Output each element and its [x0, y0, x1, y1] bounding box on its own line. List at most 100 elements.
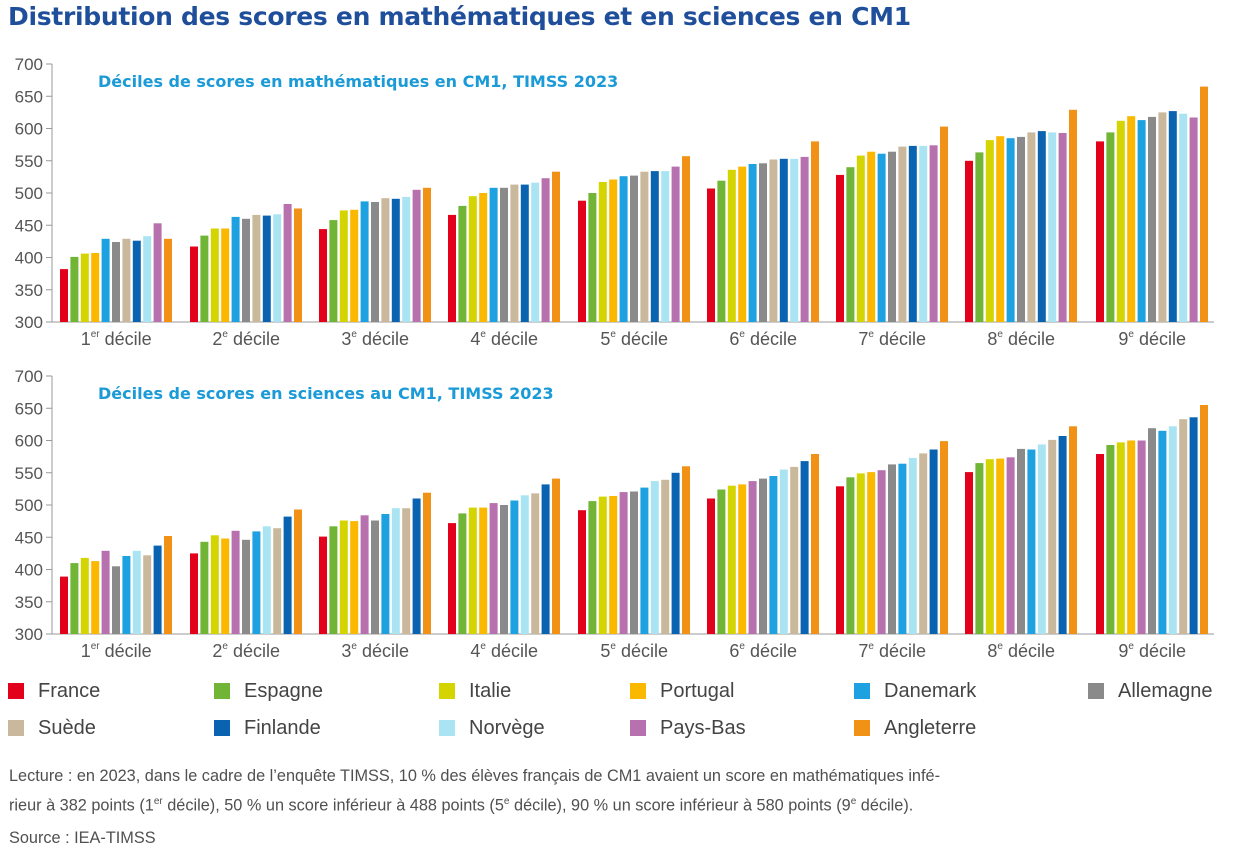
bar-danemark-1: [122, 556, 131, 634]
bar-espagne-4: [458, 513, 467, 634]
bar-norvge-5: [661, 171, 670, 322]
bar-paysbas-3: [360, 515, 369, 634]
bar-allemagne-8: [1017, 448, 1025, 634]
bar-angleterre-6: [811, 141, 819, 322]
bar-danemark-2: [252, 531, 261, 634]
y-tick-label: 550: [15, 464, 43, 483]
y-tick-label: 450: [15, 216, 43, 235]
bar-espagne-3: [329, 526, 338, 634]
bar-sude-6: [790, 466, 799, 634]
bar-paysbas-7: [929, 145, 938, 322]
bar-danemark-5: [619, 176, 628, 322]
bar-allemagne-9: [1148, 116, 1156, 323]
bar-espagne-9: [1106, 132, 1115, 322]
legend-item-norvge: Norvège: [439, 715, 545, 741]
y-tick-label: 700: [15, 367, 43, 386]
bar-norvge-3: [391, 508, 400, 634]
bar-italie-4: [468, 196, 477, 322]
note-line-2a: rieur à 382 points (1: [9, 796, 154, 815]
bar-espagne-2: [200, 235, 209, 322]
x-tick-label: 9e décile: [1118, 641, 1186, 661]
bar-italie-3: [339, 520, 348, 634]
bar-sude-1: [143, 555, 152, 634]
bar-norvge-8: [1048, 132, 1057, 322]
x-tick-label: 8e décile: [987, 329, 1055, 349]
bar-norvge-4: [531, 182, 540, 322]
chart-subtitle: Déciles de scores en mathématiques en CM…: [98, 72, 618, 91]
y-tick-label: 300: [15, 313, 43, 332]
bar-danemark-9: [1137, 120, 1146, 322]
bar-angleterre-8: [1069, 109, 1077, 322]
bar-finlande-3: [391, 198, 400, 322]
bar-italie-5: [598, 182, 607, 322]
x-tick-label: 3e décile: [341, 641, 409, 661]
bar-espagne-3: [329, 220, 338, 322]
bar-danemark-6: [748, 164, 757, 322]
bar-portugal-4: [479, 507, 488, 634]
legend-swatch: [630, 720, 646, 736]
bar-portugal-4: [479, 193, 488, 322]
bar-portugal-7: [867, 472, 876, 634]
legend-item-espagne: Espagne: [214, 678, 323, 704]
bar-angleterre-9: [1200, 405, 1208, 634]
legend-item-finlande: Finlande: [214, 715, 321, 741]
note-line-2d: décile).: [856, 796, 914, 815]
bar-allemagne-9: [1148, 428, 1156, 634]
y-tick-label: 650: [15, 87, 43, 106]
bar-allemagne-6: [759, 478, 767, 634]
bar-norvge-5: [650, 481, 659, 634]
bar-italie-2: [210, 228, 219, 322]
math-chart: Déciles de scores en mathématiques en CM…: [15, 55, 1214, 349]
bar-danemark-2: [231, 216, 240, 322]
bar-norvge-1: [143, 236, 152, 322]
source-note: Source : IEA-TIMSS: [9, 829, 156, 847]
legend-label: Pays-Bas: [660, 716, 746, 739]
bar-angleterre-4: [552, 478, 560, 634]
legend-swatch: [854, 720, 870, 736]
bar-finlande-4: [541, 484, 550, 634]
x-tick-label: 7e décile: [858, 329, 926, 349]
y-tick-label: 350: [15, 593, 43, 612]
bar-sude-9: [1179, 419, 1188, 634]
bar-espagne-2: [200, 541, 209, 634]
legend-label: Angleterre: [884, 716, 977, 739]
note-sup-3: e: [850, 796, 857, 807]
bar-portugal-8: [996, 458, 1005, 634]
bar-allemagne-8: [1017, 136, 1025, 322]
bar-allemagne-5: [630, 175, 638, 322]
x-tick-label: 9e décile: [1118, 329, 1186, 349]
bar-italie-7: [856, 155, 865, 322]
bar-allemagne-5: [630, 491, 638, 634]
bar-paysbas-9: [1137, 440, 1146, 634]
legend-item-france: France: [8, 678, 100, 704]
bar-france-3: [319, 536, 327, 634]
bar-france-4: [448, 523, 456, 634]
chart-subtitle: Déciles de scores en sciences au CM1, TI…: [98, 384, 554, 403]
bar-angleterre-6: [811, 454, 819, 634]
y-tick-label: 500: [15, 184, 43, 203]
bar-allemagne-1: [112, 566, 120, 634]
bar-france-3: [319, 229, 327, 322]
bar-norvge-3: [402, 196, 411, 322]
bar-danemark-5: [640, 487, 649, 634]
bar-france-4: [448, 214, 456, 322]
legend-item-danemark: Danemark: [854, 678, 976, 704]
legend-item-italie: Italie: [439, 678, 511, 704]
bar-norvge-2: [262, 526, 271, 634]
bar-finlande-8: [1037, 131, 1046, 322]
bar-danemark-8: [1006, 138, 1015, 322]
bar-italie-9: [1116, 120, 1125, 322]
y-tick-label: 500: [15, 496, 43, 515]
bar-allemagne-4: [500, 187, 508, 322]
bar-paysbas-9: [1189, 117, 1198, 322]
legend-label: Finlande: [244, 716, 321, 739]
x-tick-label: 4e décile: [470, 329, 538, 349]
note-line-2b: décile), 50 % un score inférieur à 488 p…: [162, 796, 504, 815]
bar-allemagne-1: [112, 242, 120, 322]
bar-paysbas-6: [800, 156, 809, 322]
bar-italie-1: [80, 253, 89, 322]
bar-italie-8: [985, 459, 994, 634]
y-tick-label: 350: [15, 281, 43, 300]
bar-france-6: [707, 188, 715, 322]
bar-angleterre-3: [423, 492, 431, 634]
